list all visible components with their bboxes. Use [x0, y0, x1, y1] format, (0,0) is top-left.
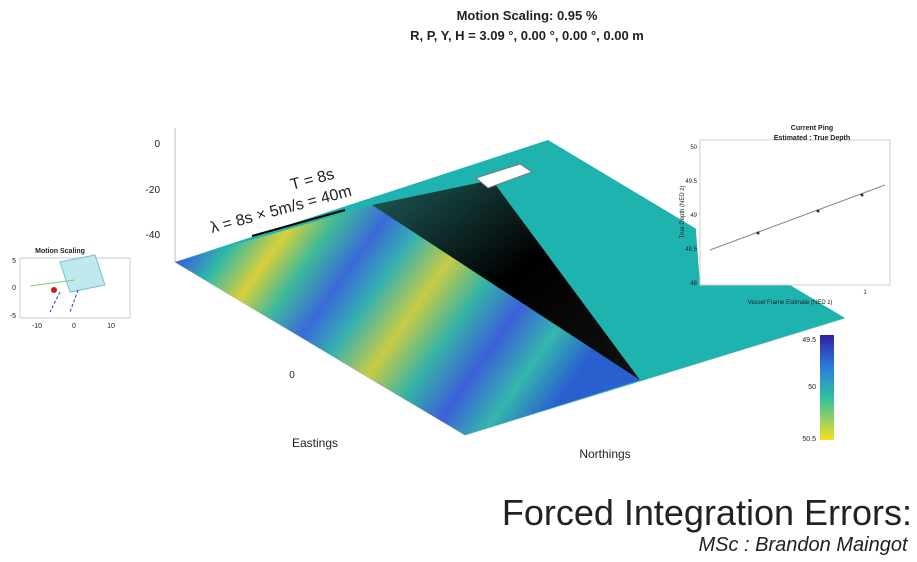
colorbar [820, 335, 834, 440]
colorbar-tick: 49.5 [802, 337, 816, 344]
axis-label: Vessel Frame Estimate (NED z) [748, 300, 833, 306]
colorbar-tick: 50.5 [802, 436, 816, 443]
tick-label: 50 [690, 145, 697, 151]
tick-label: 1 [863, 290, 867, 296]
tick-label: 48 [690, 281, 697, 287]
inset-subtitle: Estimated : True Depth [774, 135, 850, 142]
tick-label: 10 [107, 323, 115, 330]
footer-title: Forced Integration Errors: [502, 492, 912, 533]
subtitle: R, P, Y, H = 3.09 °, 0.00 °, 0.00 °, 0.0… [410, 28, 644, 43]
inset-background [690, 150, 845, 285]
x-tick-label: 0 [289, 370, 295, 381]
motion-inset [20, 255, 130, 318]
screenshot: Motion Scaling: 0.95 % R, P, Y, H = 3.09… [0, 0, 917, 562]
inset-title: Current Ping [791, 125, 833, 132]
tick-label: 49.5 [685, 179, 697, 185]
tick-label: -10 [32, 323, 42, 330]
tick-label: 5 [12, 258, 16, 265]
z-tick-label: 0 [154, 139, 160, 150]
colorbar-tick: 50 [808, 384, 816, 391]
y-axis-label: Northings [579, 447, 630, 461]
z-tick-label: -40 [146, 230, 161, 241]
x-axis-label: Eastings [292, 436, 338, 450]
tick-label: 48.5 [685, 247, 697, 253]
axis-label: True Depth (NED z) [680, 186, 686, 239]
tick-label: 0 [72, 323, 76, 330]
inset-title: Motion Scaling [35, 248, 85, 255]
z-tick-label: -20 [146, 185, 161, 196]
title: Motion Scaling: 0.95 % [457, 8, 598, 23]
tick-label: 49 [690, 213, 697, 219]
footer-author: MSc : Brandon Maingot [699, 534, 909, 556]
tick-label: 0 [12, 285, 16, 292]
tick-label: -5 [10, 313, 16, 320]
